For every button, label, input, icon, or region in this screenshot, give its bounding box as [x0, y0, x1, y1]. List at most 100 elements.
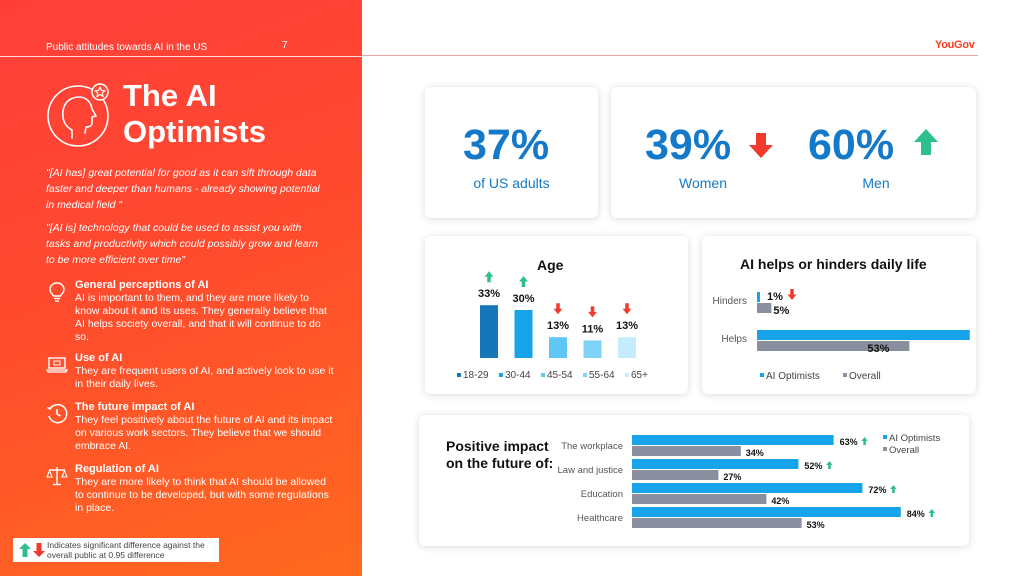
bar-overall [757, 341, 910, 351]
quote-1: "[AI has] great potential for good as it… [46, 167, 320, 211]
section-heading: Use of AI [75, 352, 123, 364]
category-label: Education [581, 489, 623, 500]
page-title: The AI Optimists [123, 78, 266, 149]
header-divider-right [362, 55, 978, 56]
data-label: 72% [868, 485, 886, 495]
legend-swatch [883, 447, 887, 451]
stat-card-adults: 37% of US adults [425, 87, 598, 218]
data-label: 42% [771, 496, 789, 506]
legend-note: Indicates significant difference against… [47, 540, 205, 560]
bar [549, 337, 567, 358]
bar-ai-optimists [632, 459, 799, 469]
bar [618, 337, 636, 358]
legend-label: AI Optimists [889, 433, 940, 444]
legend-label: 30-44 [505, 370, 531, 381]
section-heading: The future impact of AI [75, 401, 195, 413]
page-number: 7 [282, 40, 288, 51]
legend-swatch [457, 373, 461, 377]
clock-icon [47, 403, 68, 424]
up-arrow-icon [928, 509, 935, 517]
data-label: 27% [723, 472, 741, 482]
bar-ai-optimists [757, 292, 760, 302]
data-label: 84% [907, 509, 925, 519]
down-arrow-icon [588, 306, 597, 318]
data-label: 52% [804, 461, 822, 471]
chart-title: AI helps or hinders daily life [740, 256, 927, 272]
up-down-arrows-icon [19, 543, 45, 557]
legend-swatch [499, 373, 503, 377]
down-arrow-icon [749, 133, 773, 158]
bar-overall [632, 518, 802, 528]
legend-swatch [843, 373, 847, 377]
data-label: 33% [478, 288, 500, 300]
down-arrow-icon [787, 289, 797, 300]
legend-label: 45-54 [547, 370, 573, 381]
legend-label: 65+ [631, 370, 648, 381]
bar [480, 305, 498, 358]
bar [514, 310, 533, 358]
data-label: 30% [512, 293, 534, 305]
age-chart-card: Age 33% 18-29 30% 30-44 13% 45-54 11% 55-64 13% 6… [425, 236, 688, 394]
legend-swatch [583, 373, 587, 377]
scales-icon [46, 467, 68, 486]
down-arrow-icon [622, 303, 632, 315]
brand-logo: YouGov [935, 39, 975, 51]
legend-swatch [760, 373, 764, 377]
legend-label: Overall [849, 371, 881, 382]
laptop-icon [46, 357, 68, 373]
bar-overall [632, 494, 767, 504]
section-body: AI is important to them, and they are mo… [75, 292, 327, 343]
legend-label: 55-64 [589, 370, 615, 381]
legend-swatch [883, 435, 887, 439]
legend-swatch [541, 373, 545, 377]
bar-overall [632, 446, 741, 456]
bar-overall [757, 303, 772, 313]
data-label: 13% [616, 320, 638, 332]
age-bar-chart: 33% 18-29 30% 30-44 13% 45-54 11% 55-64 13% 65+ [457, 271, 648, 381]
stat-card-gender: 39% Women 60% Men [611, 87, 976, 218]
category-label: The workplace [561, 441, 623, 452]
up-arrow-icon [861, 437, 868, 445]
up-arrow-icon [826, 461, 833, 469]
data-label: 5% [773, 305, 789, 317]
data-label: 34% [746, 448, 764, 458]
up-arrow-icon [484, 271, 494, 283]
lightbulb-icon [49, 282, 65, 302]
stat-label-men: Men [862, 175, 890, 191]
chart-title: Age [537, 257, 564, 273]
bar [583, 340, 602, 358]
bar-ai-optimists [632, 483, 863, 493]
data-label: 13% [547, 320, 569, 332]
data-label: 53% [807, 520, 825, 530]
legend-label: Overall [889, 445, 919, 456]
bar-ai-optimists [757, 330, 970, 340]
stat-value-women: 39% [645, 121, 732, 169]
category-label: Healthcare [577, 513, 623, 524]
stat-value: 37% [463, 121, 550, 169]
down-arrow-icon [553, 303, 563, 315]
significance-legend: Indicates significant difference against… [13, 538, 219, 562]
up-arrow-icon [914, 129, 938, 155]
bar-overall [632, 470, 719, 480]
data-label: 53% [867, 343, 889, 355]
chart-title: Positive impact on the future of: [446, 438, 554, 471]
legend-label: AI Optimists [766, 371, 820, 382]
future-impact-chart: The workplace 63% 34% Law and justice 52% 27%… [558, 433, 941, 530]
section-heading: General perceptions of AI [75, 279, 209, 291]
data-label: 11% [582, 323, 604, 335]
stat-label-women: Women [679, 175, 727, 191]
header-divider [0, 56, 362, 57]
category-label: Helps [721, 334, 747, 345]
section-heading: Regulation of AI [75, 463, 159, 475]
stat-label: of US adults [473, 175, 550, 191]
bar-ai-optimists [632, 435, 834, 445]
bar-ai-optimists [632, 507, 901, 517]
category-label: Law and justice [558, 465, 623, 476]
legend-swatch [625, 373, 629, 377]
section-body: They are more likely to think that AI sh… [75, 476, 329, 514]
header-text: Public attitudes towards AI in the US [46, 42, 208, 53]
section-body: They are frequent users of AI, and activ… [75, 365, 334, 390]
helps-hinders-card: AI helps or hinders daily life Hinders 1%… [702, 236, 976, 394]
up-arrow-icon [519, 276, 528, 287]
